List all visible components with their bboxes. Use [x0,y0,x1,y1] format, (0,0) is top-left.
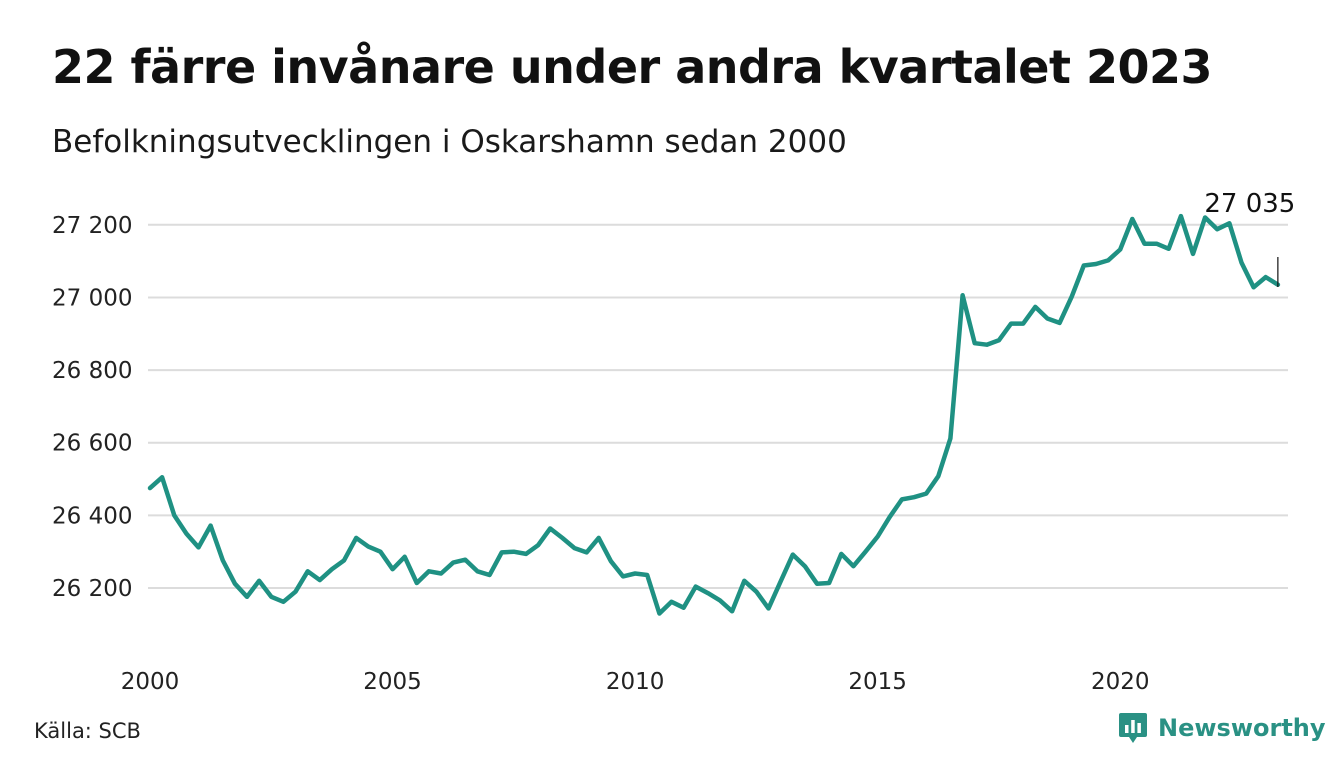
source-note: Källa: SCB [34,719,141,743]
x-tick-label: 2015 [848,669,907,695]
brand-name: Newsworthy [1158,714,1326,742]
x-axis-tick-labels: 2000 2005 2010 2015 2020 [121,669,1150,695]
gridlines [148,223,1288,590]
annotation-label: 27 035 [1204,189,1295,219]
y-axis-tick-labels: 26 200 26 400 26 600 26 800 27 000 27 200 [52,213,132,602]
y-tick-label: 27 000 [52,285,132,311]
y-tick-label: 26 600 [52,431,132,457]
chart-title: 22 färre invånare under andra kvartalet … [52,40,1213,94]
y-tick-label: 27 200 [52,213,132,239]
y-tick-label: 26 400 [52,503,132,529]
population-line [147,213,1281,616]
y-tick-label: 26 800 [52,358,132,384]
chart-subtitle: Befolkningsutvecklingen i Oskarshamn sed… [52,124,847,160]
x-tick-label: 2000 [121,669,180,695]
last-value-annotation: 27 035 [1204,189,1295,287]
y-tick-label: 26 200 [52,576,132,602]
brand-logo: Newsworthy [1118,711,1326,745]
x-tick-label: 2020 [1091,669,1150,695]
x-tick-label: 2010 [606,669,665,695]
x-tick-label: 2005 [363,669,422,695]
newsworthy-logo-icon [1119,713,1147,743]
